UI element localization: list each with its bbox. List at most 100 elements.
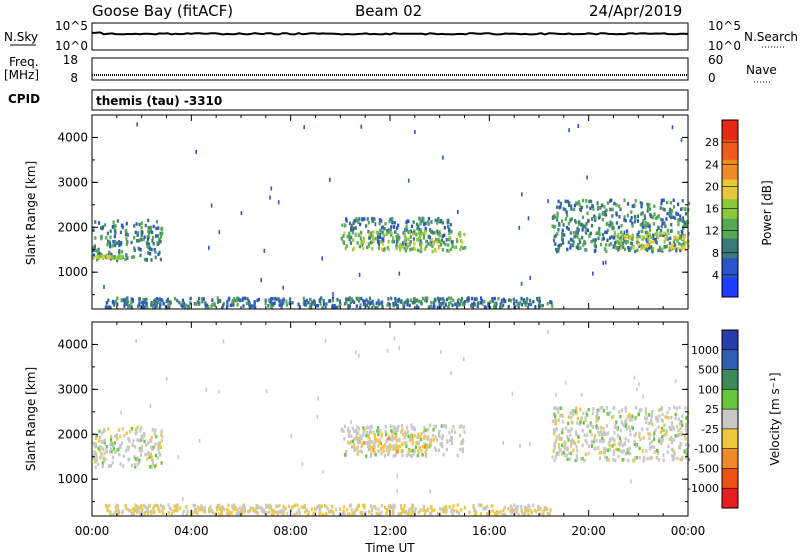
power-colorbar-label: Power [dB] <box>760 180 774 245</box>
vel-cell <box>110 449 113 454</box>
vel-cell <box>297 509 300 514</box>
power-cell <box>676 239 679 243</box>
vel-cell <box>407 448 410 453</box>
vel-cell <box>136 425 139 430</box>
power-cell <box>348 235 351 239</box>
power-cell <box>646 224 649 228</box>
power-cell <box>622 236 626 240</box>
power-cell <box>675 247 678 252</box>
vel-cell <box>105 447 108 452</box>
power-scatter-cell <box>671 125 674 130</box>
power-cell <box>148 247 152 251</box>
vel-cell <box>385 446 388 450</box>
power-cell <box>539 304 542 308</box>
power-cell <box>581 215 584 220</box>
power-cell <box>107 239 110 243</box>
vel-cell <box>170 512 173 516</box>
power-cell <box>367 300 370 304</box>
power-cell <box>647 234 650 239</box>
vel-cell <box>203 510 207 514</box>
power-cell <box>279 298 282 303</box>
vel-cell <box>264 511 267 515</box>
vel-cell <box>388 434 391 439</box>
power-cell <box>598 226 601 231</box>
vel-cell <box>356 440 360 445</box>
power-cell <box>105 255 108 260</box>
vel-cell <box>681 455 684 460</box>
vel-cell <box>388 508 391 512</box>
power-cell <box>678 236 682 240</box>
vel-cell <box>545 507 549 511</box>
power-cell <box>180 303 183 307</box>
vel-cell <box>152 510 156 515</box>
power-cell <box>597 236 600 240</box>
vel-cell <box>571 421 574 425</box>
power-cell <box>593 244 596 248</box>
vel-cell <box>597 446 600 450</box>
vel-cell <box>559 413 562 418</box>
power-cell <box>552 238 556 243</box>
vel-scatter-cell <box>680 431 683 435</box>
power-cell <box>421 231 424 236</box>
vel-cell <box>240 508 243 513</box>
power-cell <box>459 231 462 235</box>
power-cell <box>634 199 637 203</box>
vel-cell <box>646 456 649 461</box>
vel-cell <box>612 406 615 410</box>
vel-cell <box>501 513 504 517</box>
power-cell <box>601 218 604 222</box>
power-cell <box>235 299 238 303</box>
power-cell <box>386 246 389 250</box>
power-cell <box>620 234 623 239</box>
power-cell <box>513 301 516 306</box>
power-cell <box>611 221 614 226</box>
power-cell <box>309 302 312 307</box>
power-cell <box>432 301 435 305</box>
vel-cell <box>445 447 448 452</box>
vel-cell <box>460 424 463 428</box>
power-cell <box>666 200 669 205</box>
power-scatter-cell <box>282 285 284 290</box>
vel-scatter-cell <box>350 420 352 425</box>
power-cell <box>655 216 658 220</box>
power-cell <box>419 229 422 234</box>
power-cell <box>660 229 663 233</box>
vel-cell <box>175 508 179 512</box>
vel-cell <box>150 435 153 440</box>
vel-cell <box>463 430 466 434</box>
vel-cell <box>568 451 571 456</box>
power-cell <box>586 204 589 209</box>
power-cell <box>640 243 643 248</box>
power-cell <box>407 219 410 224</box>
power-cell <box>620 246 623 250</box>
power-cell <box>576 226 579 231</box>
power-cell <box>275 297 278 302</box>
power-cell <box>458 232 461 237</box>
vel-cell <box>369 430 373 434</box>
vel-cell <box>382 444 385 449</box>
vel-cell <box>367 435 370 439</box>
vel-cell <box>363 506 366 510</box>
vel-cell <box>147 441 150 445</box>
power-cell <box>491 299 495 303</box>
power-cell <box>125 253 128 257</box>
vel-cell <box>236 508 239 512</box>
power-cell <box>476 304 479 308</box>
power-cell <box>392 225 395 229</box>
power-cell <box>96 249 99 254</box>
vel-cell <box>642 455 646 460</box>
power-cell <box>601 237 604 242</box>
vel-cell <box>645 449 648 453</box>
vel-cell <box>94 442 97 446</box>
power-cell <box>578 222 581 226</box>
power-cell <box>412 246 416 250</box>
power-ylabel: Slant Range [km] <box>24 161 38 265</box>
power-cell <box>381 305 384 309</box>
power-cell <box>664 232 667 236</box>
power-cell <box>586 211 589 216</box>
power-cell <box>636 233 639 237</box>
power-panel-frame <box>91 114 689 310</box>
power-cell <box>198 296 201 301</box>
vel-cell <box>380 451 383 456</box>
vel-cell <box>325 505 328 509</box>
